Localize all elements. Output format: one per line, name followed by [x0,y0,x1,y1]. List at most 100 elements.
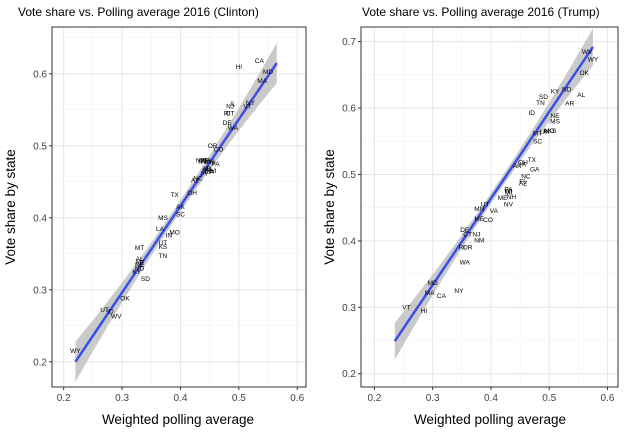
trump-point-ri: RI [459,245,466,252]
trump-point-wy: WY [588,57,599,64]
clinton-point-az: AZ [191,178,199,185]
clinton-point-ia: IA [201,170,208,177]
trump-point-nv: NV [504,202,514,209]
trump-fit-line [393,46,594,342]
clinton-point-nm: NM [196,157,206,164]
clinton-point-va: VA [203,157,212,164]
trump-y-tick-label: 0.4 [342,236,356,247]
trump-x-tick-label: 0.2 [367,393,381,404]
trump-point-sd: SD [539,94,548,101]
clinton-point-wv: WV [111,314,122,321]
trump-point-ky: KY [551,89,560,96]
clinton-point-or: OR [208,143,218,150]
trump-point-ar: AR [565,101,574,108]
clinton-panel: Vote share vs. Polling average 2016 (Cli… [3,5,307,427]
clinton-point-ga: GA [205,169,215,176]
trump-y-tick-label: 0.6 [342,104,356,115]
clinton-point-wy: WY [70,348,81,355]
trump-point-ct: CT [463,231,472,238]
clinton-y-tick-label: 0.2 [33,357,47,368]
clinton-point-ut: UT [100,307,109,314]
clinton-x-axis-label: Weighted polling average [102,412,254,427]
trump-point-vt: VT [402,304,410,311]
trump-y-tick-label: 0.2 [342,369,356,380]
clinton-point-mo: MO [169,229,179,236]
clinton-point-ky: KY [132,269,141,276]
trump-point-hi: HI [421,308,428,315]
trump-fit-line-path [393,46,594,342]
trump-point-wa: WA [460,259,471,266]
clinton-point-il: IL [230,101,236,108]
trump-point-nc: NC [521,174,531,181]
clinton-point-mn: MN [205,159,215,166]
clinton-point-de: DE [223,120,233,127]
trump-point-ca: CA [437,293,447,300]
clinton-point-ct: CT [226,111,235,118]
clinton-y-axis-label: Vote share by state [3,149,18,265]
clinton-point-ok: OK [120,296,130,303]
clinton-x-tick-label: 0.5 [232,393,246,404]
clinton-point-vt: VT [243,103,251,110]
trump-y-tick-label: 0.5 [342,170,356,181]
trump-point-ny: NY [454,288,464,295]
trump-x-tick-label: 0.4 [484,393,498,404]
clinton-point-hi: HI [236,64,243,71]
clinton-point-ri: RI [224,111,231,118]
trump-plot-frame [360,26,619,388]
trump-point-pa: PA [504,186,513,193]
clinton-y-ticks: 0.2 0.3 0.4 0.5 0.6 [33,69,52,368]
clinton-point-ma: MA [257,78,267,85]
trump-x-ticks: 0.2 0.3 0.4 0.5 0.6 [367,387,615,404]
clinton-point-tx: TX [170,192,179,199]
clinton-point-ca: CA [255,58,265,65]
clinton-x-tick-label: 0.6 [290,393,304,404]
clinton-y-tick-label: 0.6 [33,69,47,80]
clinton-point-ak: AK [176,204,185,211]
trump-point-mt: MT [533,130,542,137]
trump-y-tick-label: 0.7 [342,37,356,48]
clinton-point-in: IN [166,232,173,239]
trump-point-ga: GA [530,166,540,173]
trump-point-co: CO [483,217,493,224]
clinton-y-tick-label: 0.3 [33,285,47,296]
trump-point-ia: IA [520,162,527,169]
clinton-point-mi: MI [203,166,210,173]
clinton-x-tick-label: 0.2 [57,393,71,404]
clinton-y-tick-label: 0.4 [33,213,47,224]
trump-point-va: VA [490,208,499,215]
clinton-point-tn: TN [159,253,168,260]
trump-point-wi: WI [504,188,512,195]
clinton-point-ar: AR [135,260,144,267]
clinton-point-ut: UT [159,240,168,247]
clinton-fit-line [74,62,278,363]
trump-point-az: AZ [519,180,527,187]
trump-point-nm: NM [474,237,484,244]
clinton-point-md: MD [263,69,273,76]
trump-point-tn: TN [536,100,545,107]
clinton-point-co: CO [214,147,224,154]
clinton-point-ne: NE [135,262,145,269]
trump-point-in: IN [543,128,550,135]
clinton-fit-line-path [74,62,278,363]
clinton-point-ks: KS [159,244,168,251]
trump-point-ne: NE [551,113,561,120]
clinton-point-la: LA [156,226,165,233]
trump-point-al: AL [577,92,585,99]
trump-point-nd: ND [562,87,572,94]
trump-y-tick-label: 0.3 [342,303,356,314]
trump-point-ma: MA [425,290,435,297]
clinton-x-tick-label: 0.4 [174,393,188,404]
clinton-point-al: AL [136,256,144,263]
trump-point-fl: FL [519,178,527,185]
clinton-y-tick-label: 0.5 [33,141,47,152]
trump-point-oh: OH [518,160,528,167]
clinton-x-ticks: 0.2 0.3 0.4 0.5 0.6 [57,387,305,404]
trump-x-tick-label: 0.6 [601,393,615,404]
trump-point-nh: NH [507,194,517,201]
trump-y-axis-label: Vote share by state [322,149,337,265]
clinton-point-ny: NY [246,100,256,107]
trump-point-ks: KS [548,128,557,135]
